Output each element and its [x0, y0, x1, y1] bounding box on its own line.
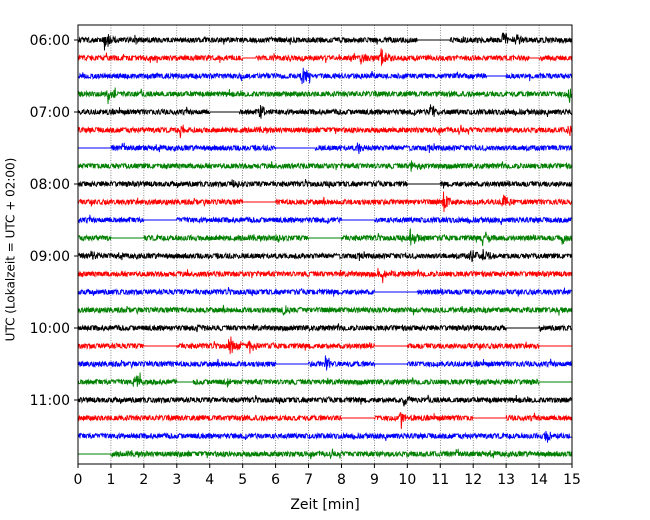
x-tick-label: 2: [139, 472, 148, 488]
y-axis-title: UTC (Lokalzeit = UTC + 02:00): [4, 158, 18, 342]
trace-row: [77, 191, 573, 212]
trace-line: [77, 48, 573, 66]
trace-line: [77, 287, 572, 297]
x-tick-label: 1: [106, 472, 115, 488]
trace-line: [77, 323, 572, 333]
trace-row: [78, 448, 573, 460]
grid-lines: [110, 25, 540, 464]
trace-row: [77, 430, 572, 443]
y-tick-label: 09:00: [30, 249, 70, 265]
trace-row: [77, 87, 573, 104]
trace-line: [77, 228, 573, 246]
x-tick-label: 6: [271, 472, 280, 488]
x-tick-label: 7: [304, 472, 313, 488]
x-tick-label: 9: [370, 472, 379, 488]
trace-line: [77, 191, 573, 212]
x-tick-label: 5: [238, 472, 247, 488]
trace-line: [77, 67, 573, 85]
trace-row: [77, 48, 573, 66]
y-tick-label: 10:00: [30, 321, 70, 337]
trace-row: [77, 32, 573, 51]
trace-row: [77, 160, 572, 172]
x-tick-label: 14: [530, 472, 548, 488]
trace-row: [78, 142, 572, 155]
trace-row: [77, 287, 572, 297]
trace-row: [77, 412, 573, 429]
trace-line: [77, 179, 573, 189]
x-tick-label: 13: [497, 472, 515, 488]
x-tick-label: 10: [398, 472, 416, 488]
trace-row: [77, 248, 573, 263]
trace-line: [77, 336, 572, 355]
trace-row: [77, 304, 573, 316]
trace-row: [77, 104, 573, 119]
y-tick-label: 11:00: [30, 393, 70, 409]
trace-line: [77, 104, 573, 119]
trace-row: [77, 214, 572, 225]
x-tick-label: 4: [205, 472, 214, 488]
trace-row: [77, 323, 572, 333]
trace-line: [77, 394, 572, 407]
x-tick-label: 15: [563, 472, 581, 488]
x-tick-label: 0: [74, 472, 83, 488]
seismic-traces: [77, 32, 573, 460]
trace-line: [77, 412, 573, 429]
trace-line: [78, 142, 572, 155]
y-axis-ticks: 06:00 07:00 08:00 09:00 10:00 11:00: [30, 33, 78, 409]
trace-line: [77, 32, 573, 51]
y-tick-label: 08:00: [30, 177, 70, 193]
y-tick-label: 06:00: [30, 33, 70, 49]
trace-row: [77, 394, 572, 407]
trace-row: [77, 228, 573, 246]
trace-line: [77, 87, 573, 104]
trace-line: [77, 248, 573, 263]
trace-row: [77, 124, 573, 139]
trace-line: [77, 304, 573, 316]
trace-line: [78, 448, 573, 460]
trace-row: [77, 67, 573, 85]
trace-line: [77, 372, 572, 388]
trace-line: [77, 214, 572, 225]
trace-line: [77, 268, 573, 284]
x-tick-label: 8: [337, 472, 346, 488]
plot-frame: [77, 24, 573, 465]
trace-row: [77, 268, 573, 284]
x-tick-label: 12: [464, 472, 482, 488]
trace-row: [77, 355, 573, 371]
trace-row: [77, 179, 573, 189]
trace-line: [77, 355, 573, 371]
x-tick-label: 11: [431, 472, 449, 488]
trace-row: [77, 372, 572, 388]
x-tick-label: 3: [172, 472, 181, 488]
trace-line: [77, 124, 573, 139]
trace-line: [77, 430, 572, 443]
trace-row: [77, 336, 572, 355]
x-axis-ticks: 0 1 2 3 4 5 6 7 8 9 10 11 12 13 14 15: [74, 464, 581, 488]
x-axis-title: Zeit [min]: [290, 497, 359, 513]
trace-line: [77, 160, 572, 172]
y-tick-label: 07:00: [30, 105, 70, 121]
